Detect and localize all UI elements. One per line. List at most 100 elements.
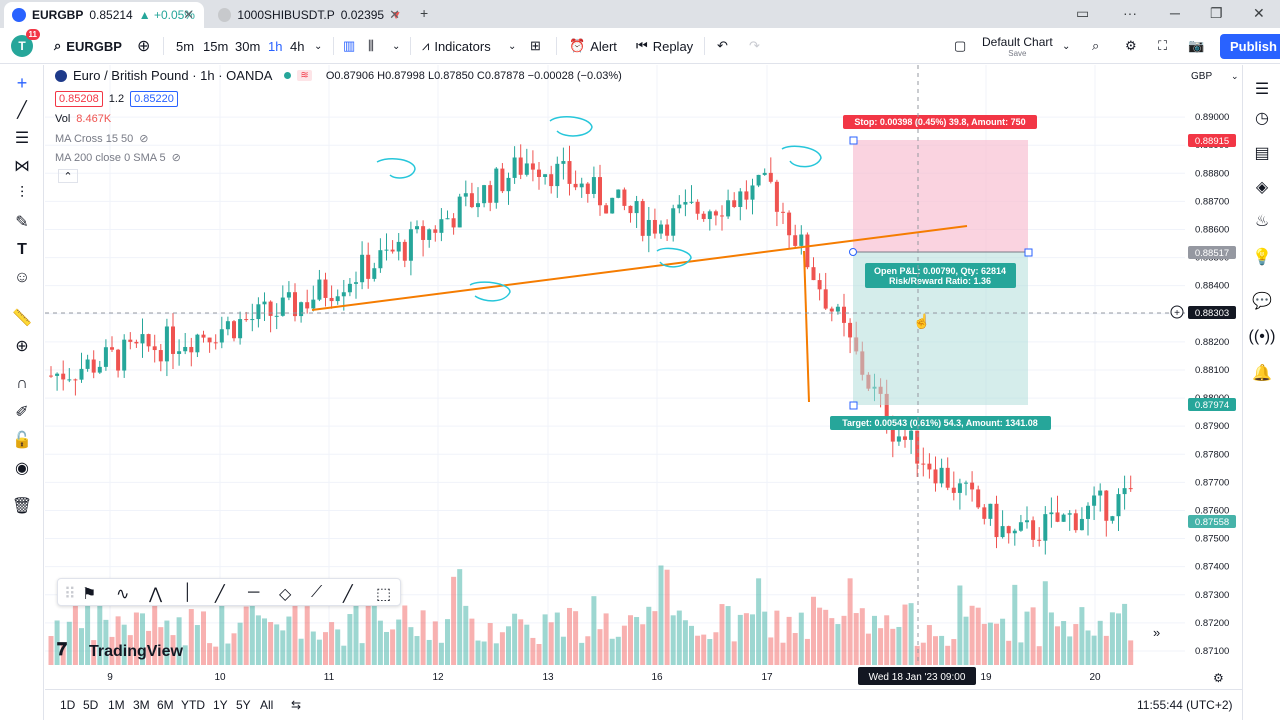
- interval-15m[interactable]: 15m: [203, 38, 229, 54]
- ray-icon[interactable]: ╱: [215, 586, 225, 603]
- time-axis[interactable]: 9 10 11 12 13 16 17 19 20: [107, 672, 1101, 683]
- range-1m[interactable]: 1M: [108, 698, 125, 712]
- abc-pattern-icon[interactable]: ⋀: [149, 586, 163, 603]
- replay-button[interactable]: ⏮ Replay: [636, 28, 693, 64]
- trend-line-icon[interactable]: ╱: [17, 102, 27, 119]
- eye-icon[interactable]: ◉: [15, 460, 29, 477]
- magnet-icon[interactable]: ∩: [16, 375, 28, 392]
- position-handle-stop[interactable]: [849, 136, 858, 145]
- ideas-bulb-icon[interactable]: 💡: [1252, 249, 1272, 266]
- close-window-icon[interactable]: ✕: [1253, 5, 1265, 21]
- range-all[interactable]: All: [260, 698, 274, 712]
- candles-icon[interactable]: ▥: [343, 38, 356, 53]
- publish-button[interactable]: Publish: [1220, 28, 1280, 64]
- range-1d[interactable]: 1D: [60, 698, 76, 712]
- collapse-legend-chevron-icon[interactable]: ⌃: [58, 169, 78, 183]
- symbol-search[interactable]: ⌕ EURGBP: [54, 28, 122, 64]
- watchlist-icon[interactable]: ☰: [1254, 81, 1270, 98]
- range-5y[interactable]: 5Y: [236, 698, 251, 712]
- screen-icon[interactable]: ▭: [1076, 5, 1090, 21]
- range-5d[interactable]: 5D: [83, 698, 99, 712]
- line-segment-icon[interactable]: ╱: [343, 586, 353, 603]
- interval-30m[interactable]: 30m: [235, 38, 261, 54]
- position-handle-target[interactable]: [849, 401, 858, 410]
- chat-icon[interactable]: 💬: [1252, 293, 1272, 310]
- ask-price-box[interactable]: 0.85220: [130, 91, 178, 107]
- indicator-ma-200[interactable]: MA 200 close 0 SMA 5 ⊘: [55, 151, 181, 165]
- fib-retracement-icon[interactable]: ☰: [14, 130, 30, 147]
- trend-line[interactable]: [311, 225, 968, 311]
- drag-handle-icon[interactable]: ⠿: [64, 586, 76, 603]
- crosshair-icon[interactable]: +: [16, 72, 28, 93]
- new-tab-icon[interactable]: +: [420, 5, 429, 21]
- quick-search-icon[interactable]: ⌕: [1092, 38, 1100, 53]
- close-tab-icon[interactable]: ✕: [389, 7, 400, 22]
- layers-icon[interactable]: ◈: [1255, 179, 1269, 196]
- price-axis[interactable]: GBP ⌄ 0.890000.889000.888000.887000.8860…: [1191, 71, 1239, 657]
- restore-icon[interactable]: ❐: [1210, 5, 1223, 21]
- trash-icon[interactable]: 🗑: [11, 498, 33, 515]
- elliott-wave-icon[interactable]: ∿: [116, 586, 130, 603]
- browser-tab-shib[interactable]: 1000SHIBUSDT.P 0.02395 ▼ ✕: [210, 2, 410, 28]
- horizontal-line-icon[interactable]: ─: [248, 584, 260, 601]
- flag-mark-icon[interactable]: ⚑: [82, 586, 97, 603]
- rectangle-icon[interactable]: ⬚: [376, 586, 392, 603]
- bid-price-box[interactable]: 0.85208: [55, 91, 103, 107]
- snapshot-camera-icon[interactable]: 📷: [1188, 38, 1205, 53]
- alert-button[interactable]: ⏰ Alert: [569, 28, 617, 64]
- hidden-eye-icon[interactable]: ⊘: [171, 152, 181, 164]
- close-tab-icon[interactable]: ✕: [183, 7, 194, 22]
- range-6m[interactable]: 6M: [157, 698, 174, 712]
- fullscreen-icon[interactable]: ⛶: [1158, 38, 1168, 53]
- streams-icon[interactable]: ((•)): [1248, 328, 1276, 345]
- bars-style-icon[interactable]: ⫼: [368, 38, 374, 53]
- notifications-bell-icon[interactable]: 🔔: [1252, 365, 1272, 382]
- prediction-icon[interactable]: ⫶: [19, 185, 24, 202]
- position-stop-zone[interactable]: [853, 140, 1028, 252]
- chart-type-dropdown-icon[interactable]: ⌄: [392, 40, 401, 52]
- gann-box-icon[interactable]: ◇: [279, 586, 292, 603]
- clock-utc[interactable]: 11:55:44 (UTC+2): [1137, 698, 1233, 712]
- indicator-ma-cross[interactable]: MA Cross 15 50 ⊘: [55, 132, 149, 146]
- hand-drawn-annotations[interactable]: [376, 115, 822, 302]
- settings-gear-icon[interactable]: ⚙: [1125, 38, 1137, 53]
- interval-1h[interactable]: 1h: [268, 38, 283, 54]
- legend-title[interactable]: Euro / British Pound · 1h · OANDA: [73, 68, 273, 83]
- range-ytd[interactable]: YTD: [181, 698, 205, 712]
- news-icon[interactable]: ▤: [1254, 145, 1270, 162]
- user-avatar[interactable]: T 11: [11, 28, 40, 64]
- alerts-clock-icon[interactable]: ◷: [1255, 110, 1269, 127]
- hidden-eye-icon[interactable]: ⊘: [139, 133, 149, 145]
- pattern-icon[interactable]: ⋈: [14, 158, 30, 175]
- hotlist-fire-icon[interactable]: ♨: [1254, 213, 1270, 230]
- templates-icon[interactable]: ⊞: [530, 38, 541, 53]
- layout-name-button[interactable]: Default Chart Save: [982, 28, 1053, 64]
- layout-box-icon[interactable]: ▢: [954, 38, 967, 53]
- undo-icon[interactable]: ↶: [717, 38, 728, 53]
- zoom-in-icon[interactable]: ⊕: [15, 338, 29, 355]
- brush-icon[interactable]: ✎: [15, 214, 29, 231]
- interval-4h[interactable]: 4h: [290, 38, 305, 54]
- goto-date-icon[interactable]: ⇆: [291, 698, 302, 712]
- range-3m[interactable]: 3M: [133, 698, 150, 712]
- position-handle-start[interactable]: [849, 248, 857, 256]
- emoji-icon[interactable]: ☺: [13, 269, 31, 286]
- indicators-button[interactable]: ⩘ Indicators: [422, 28, 491, 64]
- currency-dropdown-icon[interactable]: ⌄: [1231, 71, 1239, 81]
- layout-dropdown-icon[interactable]: ⌄: [1062, 40, 1071, 52]
- stay-drawing-icon[interactable]: ✐: [15, 404, 29, 421]
- position-handle-entry[interactable]: [1024, 248, 1033, 257]
- interval-dropdown-icon[interactable]: ⌄: [314, 40, 323, 52]
- time-axis-settings-icon[interactable]: ⚙: [1213, 671, 1224, 685]
- browser-tab-eurgbp[interactable]: EURGBP 0.85214 ▲ +0.05% ✕: [4, 2, 204, 28]
- more-icon[interactable]: ···: [1123, 5, 1137, 21]
- lock-icon[interactable]: 🔓: [12, 432, 32, 449]
- redo-icon[interactable]: ↷: [749, 38, 760, 53]
- extended-line-icon[interactable]: ⟋: [311, 584, 323, 601]
- vertical-line-icon[interactable]: │: [183, 584, 193, 601]
- indicators-dropdown-icon[interactable]: ⌄: [508, 40, 517, 52]
- ruler-icon[interactable]: 📏: [12, 310, 32, 327]
- range-1y[interactable]: 1Y: [213, 698, 228, 712]
- compare-add-icon[interactable]: ⊕: [137, 38, 151, 55]
- price-chart[interactable]: Stop: 0.00398 (0.45%) 39.8, Amount: 750 …: [45, 65, 1242, 688]
